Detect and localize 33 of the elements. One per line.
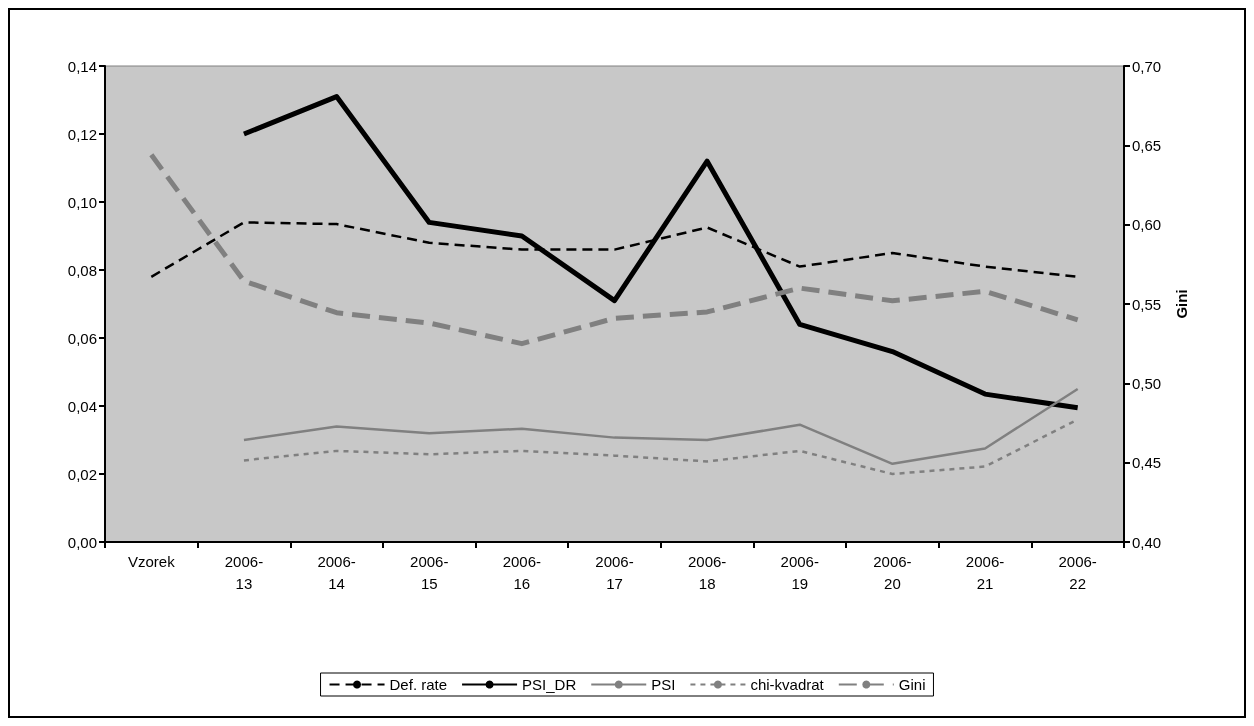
y-tick-label: 0,10 xyxy=(67,193,97,211)
legend-label: PSI xyxy=(651,676,676,693)
y-tick-label: 0,08 xyxy=(67,261,97,279)
x-tick-label: 2006-18 xyxy=(687,552,727,592)
x-tick-label: 2006-14 xyxy=(317,552,356,592)
legend-label: Gini xyxy=(898,676,926,693)
y-tick-label: 0,00 xyxy=(67,533,97,551)
y-tick-label: 0,14 xyxy=(67,57,97,75)
x-tick-label: 2006-20 xyxy=(873,552,912,592)
y2-tick-label: 0,45 xyxy=(1132,454,1162,472)
x-tick-label: 2006-15 xyxy=(410,552,449,592)
y2-tick-label: 0,55 xyxy=(1132,295,1162,313)
x-tick-label: 2006-17 xyxy=(595,552,634,592)
x-tick-label: 2006-21 xyxy=(965,552,1005,592)
y2-tick-label: 0,40 xyxy=(1132,533,1162,551)
y-tick-label: 0,04 xyxy=(67,397,97,415)
x-tick-label: 2006-16 xyxy=(502,552,542,592)
legend-label: chi-kvadrat xyxy=(750,676,825,693)
legend-label: Def. rate xyxy=(389,676,448,693)
line-series xyxy=(242,387,1079,466)
y-tick-label: 0,02 xyxy=(67,465,97,483)
y2-tick-label: 0,50 xyxy=(1132,374,1162,392)
x-tick-label: Vzorek xyxy=(127,552,176,570)
y-tick-label: 0,12 xyxy=(67,125,97,143)
x-tick-label: 2006-19 xyxy=(780,552,819,592)
x-tick-label: 2006-22 xyxy=(1058,552,1097,592)
x-tick-label: 2006-13 xyxy=(224,552,264,592)
y2-tick-label: 0,65 xyxy=(1132,136,1162,154)
y2-tick-label: 0,60 xyxy=(1132,216,1162,234)
y2-tick-label: 0,70 xyxy=(1132,57,1162,75)
y2-axis-title: Gini xyxy=(1173,289,1190,319)
legend-label: PSI_DR xyxy=(522,676,577,693)
y-tick-label: 0,06 xyxy=(67,329,97,347)
